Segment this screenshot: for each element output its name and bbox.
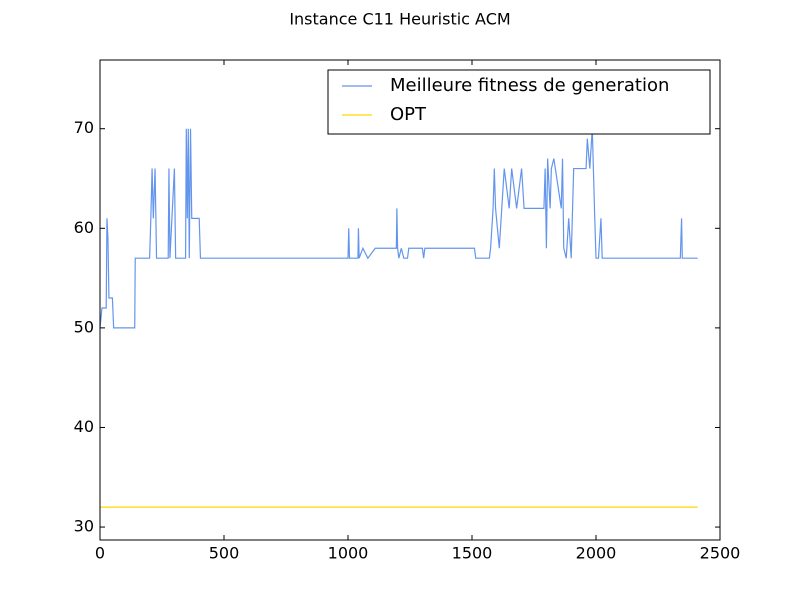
legend-label: Meilleure fitness de generation [390,75,669,96]
plot-frame [99,59,721,541]
x-tick-label: 2000 [576,544,617,563]
data-line [99,128,698,329]
x-tick-label: 1000 [328,544,369,563]
x-tick-label: 1500 [452,544,493,563]
y-tick-label: 40 [74,417,94,436]
legend-label: OPT [390,104,427,125]
chart-title: Instance C11 Heuristic ACM [289,10,510,29]
legend-box [327,69,711,135]
y-tick-label: 70 [74,118,94,137]
y-tick-label: 50 [74,317,94,336]
x-tick-label: 500 [209,544,240,563]
x-tick-label: 0 [95,544,105,563]
x-tick-label: 2500 [700,544,741,563]
y-tick-label: 30 [74,517,94,536]
y-tick-label: 60 [74,218,94,237]
